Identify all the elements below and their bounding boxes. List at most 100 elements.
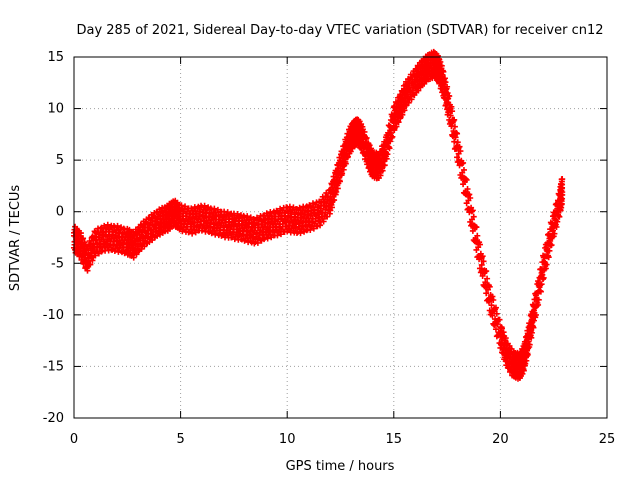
- data-point-marker: [434, 52, 441, 59]
- data-point-marker: [194, 219, 201, 226]
- data-point-marker: [536, 274, 543, 281]
- data-point-marker: [98, 248, 105, 255]
- data-point-marker: [484, 275, 491, 282]
- data-point-marker: [492, 326, 499, 333]
- data-point-marker: [541, 253, 548, 260]
- data-point-marker: [528, 313, 535, 320]
- data-point-marker: [554, 202, 561, 209]
- data-point-marker: [297, 230, 304, 237]
- data-point-marker: [317, 222, 324, 229]
- data-point-marker: [88, 241, 95, 248]
- data-point-marker: [308, 208, 315, 215]
- data-point-marker: [269, 224, 276, 231]
- data-point-marker: [80, 235, 87, 242]
- data-point-marker: [321, 198, 328, 205]
- data-point-marker: [219, 214, 226, 221]
- data-point-marker: [255, 220, 262, 227]
- data-point-marker: [254, 239, 261, 246]
- data-point-marker: [363, 134, 370, 141]
- data-point-marker: [546, 232, 553, 239]
- data-point-marker: [264, 235, 271, 242]
- data-point-marker: [493, 310, 500, 317]
- data-point-marker: [325, 194, 332, 201]
- data-point-marker: [460, 159, 467, 166]
- data-point-marker: [520, 367, 527, 374]
- data-point-marker: [535, 279, 542, 286]
- data-point-marker: [114, 222, 121, 229]
- data-point-marker: [260, 228, 267, 235]
- data-point-marker: [189, 230, 196, 237]
- data-point-marker: [201, 202, 208, 209]
- data-point-marker: [552, 217, 559, 224]
- y-tick-label: 10: [47, 102, 64, 117]
- data-point-marker: [525, 331, 532, 338]
- data-point-marker: [339, 150, 346, 157]
- data-point-marker: [457, 148, 464, 155]
- data-point-marker: [84, 267, 91, 274]
- data-point-marker: [463, 176, 470, 183]
- data-point-marker: [539, 259, 546, 266]
- tick-labels: 0 5 10 15 20 25 -20 -15 -10 -5 0 5 10 15: [43, 50, 616, 447]
- data-point-marker: [134, 231, 141, 238]
- data-point-marker: [368, 145, 375, 152]
- data-point-marker: [529, 317, 536, 324]
- data-point-marker: [361, 128, 368, 135]
- data-point-marker: [544, 239, 551, 246]
- data-point-marker: [382, 142, 389, 149]
- data-point-marker: [489, 293, 496, 300]
- data-point-marker: [469, 207, 476, 214]
- data-point-marker: [521, 347, 528, 354]
- data-point-marker: [302, 204, 309, 211]
- data-point-marker: [451, 116, 458, 123]
- data-point-marker: [490, 296, 497, 303]
- data-point-marker: [178, 202, 185, 209]
- data-point-marker: [496, 316, 503, 323]
- data-point-marker: [333, 168, 340, 175]
- data-point-marker: [502, 335, 509, 342]
- data-point-marker: [317, 202, 324, 209]
- data-point-marker: [335, 165, 342, 172]
- data-point-marker: [379, 167, 386, 174]
- data-point-marker: [405, 91, 412, 98]
- data-point-marker: [329, 184, 336, 191]
- data-point-marker: [559, 176, 566, 183]
- data-point-marker: [401, 87, 408, 94]
- data-point-marker: [498, 325, 505, 332]
- data-point-marker: [462, 175, 469, 182]
- data-point-marker: [549, 220, 556, 227]
- data-point-marker: [211, 205, 218, 212]
- x-axis-label: GPS time / hours: [286, 459, 395, 474]
- chart-title: Day 285 of 2021, Sidereal Day-to-day VTE…: [76, 23, 603, 38]
- data-point-marker: [464, 185, 471, 192]
- data-point-marker: [218, 232, 225, 239]
- data-point-marker: [531, 296, 538, 303]
- data-point-marker: [141, 243, 148, 250]
- x-tick-label: 5: [176, 432, 184, 447]
- data-point-marker: [331, 176, 338, 183]
- data-point-marker: [444, 83, 451, 90]
- x-tick-label: 25: [599, 432, 616, 447]
- data-point-marker: [316, 214, 323, 221]
- data-point-marker: [93, 233, 100, 240]
- data-point-marker: [265, 216, 272, 223]
- data-point-marker: [483, 290, 490, 297]
- data-point-marker: [478, 261, 485, 268]
- data-point-marker: [454, 139, 461, 146]
- data-point-marker: [88, 250, 95, 257]
- data-point-marker: [483, 268, 490, 275]
- data-point-marker: [286, 203, 293, 210]
- data-point-marker: [337, 158, 344, 165]
- data-point-marker: [533, 289, 540, 296]
- data-point-marker: [454, 130, 461, 137]
- data-point-marker: [328, 204, 335, 211]
- x-tick-label: 0: [70, 432, 78, 447]
- data-point-marker: [460, 166, 467, 173]
- data-series: [71, 48, 566, 382]
- data-point-marker: [480, 258, 487, 265]
- data-point-marker: [380, 147, 387, 154]
- data-point-marker: [97, 240, 104, 247]
- data-point-marker: [522, 340, 529, 347]
- y-tick-label: -20: [43, 411, 64, 426]
- data-point-marker: [133, 251, 140, 258]
